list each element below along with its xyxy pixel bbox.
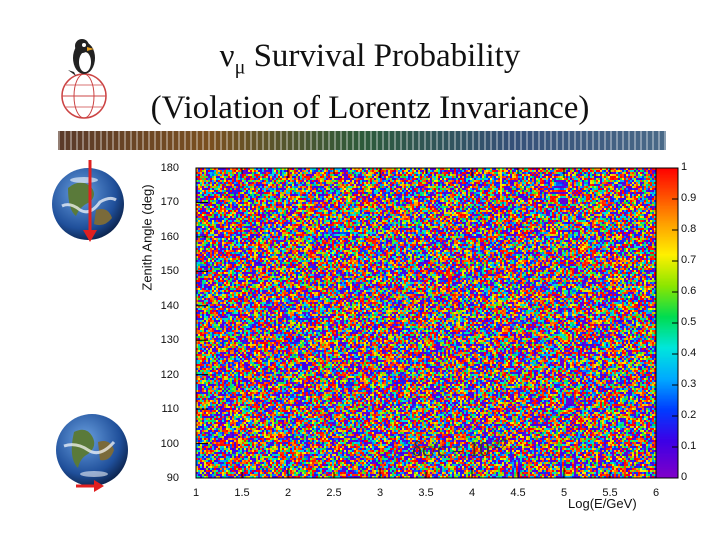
heatmap-cells — [196, 168, 656, 478]
